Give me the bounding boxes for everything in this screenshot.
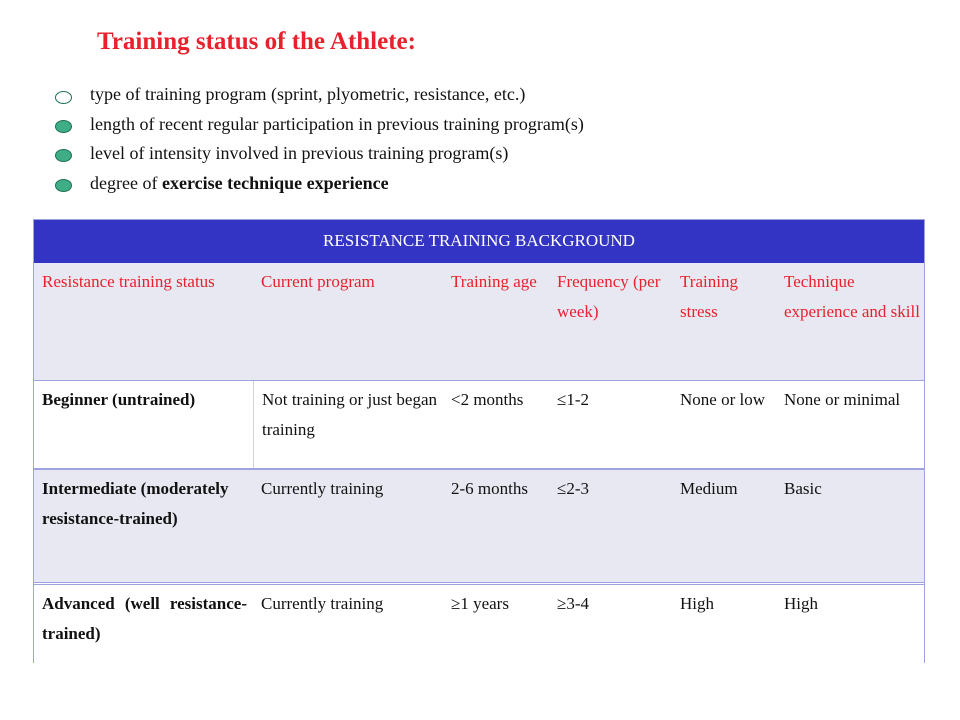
table-column-headers: Resistance training status Current progr…: [34, 263, 924, 380]
table-cell: Basic: [784, 479, 822, 498]
bullet-item: degree of exercise technique experience: [55, 169, 584, 199]
bullet-dot-icon: [55, 149, 72, 162]
column-header: Frequency (per week): [557, 272, 661, 321]
table-cell: None or low: [680, 390, 765, 409]
table-cell: High: [784, 594, 818, 613]
bullet-text: type of training program (sprint, plyome…: [90, 84, 526, 104]
table-cell: Medium: [680, 479, 738, 498]
table-cell: None or minimal: [784, 390, 901, 409]
bullet-dot-icon: [55, 119, 72, 133]
table-cell: ≤2-3: [557, 479, 589, 498]
table-cell: Not training or just began training: [253, 381, 443, 468]
table-cell: ≥1 years: [451, 594, 509, 613]
table-cell: Currently training: [261, 479, 384, 498]
bullet-bold-text: exercise technique experience: [161, 172, 389, 193]
table-row: Advanced (well resistance-trained) Curre…: [34, 582, 924, 663]
table-row: Beginner (untrained) Not training or jus…: [34, 380, 924, 468]
bullet-list: type of training program (sprint, plyome…: [55, 80, 584, 198]
table-title: RESISTANCE TRAINING BACKGROUND: [323, 231, 635, 250]
table-cell: Currently training: [261, 594, 384, 613]
table-cell: <2 months: [451, 390, 524, 409]
table-row: Intermediate (moderately resistance-trai…: [34, 468, 924, 582]
bullet-item: level of intensity involved in previous …: [55, 139, 584, 169]
bullet-text: degree of: [90, 172, 162, 193]
bullet-dot-icon: [55, 91, 72, 104]
slide-title: Training status of the Athlete:: [97, 28, 416, 55]
bullet-dot-icon: [55, 178, 72, 192]
bullet-item: type of training program (sprint, plyome…: [55, 80, 584, 110]
column-header: Resistance training status: [42, 272, 215, 291]
table-cell: 2-6 months: [451, 479, 528, 498]
table-cell: Beginner (untrained): [34, 381, 253, 468]
bullet-text: level of intensity involved in previous …: [90, 143, 509, 163]
table-cell: High: [680, 594, 714, 613]
table-cell: ≥3-4: [557, 594, 589, 613]
column-header: Training age: [451, 272, 537, 291]
table-cell: Intermediate (moderately resistance-trai…: [42, 479, 229, 528]
table-header-bar: RESISTANCE TRAINING BACKGROUND: [34, 220, 924, 263]
bullet-text: length of recent regular participation i…: [90, 113, 584, 134]
resistance-training-table: RESISTANCE TRAINING BACKGROUND Resistanc…: [33, 219, 925, 663]
column-header: Technique experience and skill: [784, 272, 920, 321]
table-cell: ≤1-2: [557, 390, 589, 409]
column-header: Current program: [261, 272, 375, 291]
table-cell: Advanced (well resistance-trained): [42, 594, 247, 643]
column-header: Training stress: [680, 272, 738, 321]
bullet-item: length of recent regular participation i…: [55, 110, 584, 140]
